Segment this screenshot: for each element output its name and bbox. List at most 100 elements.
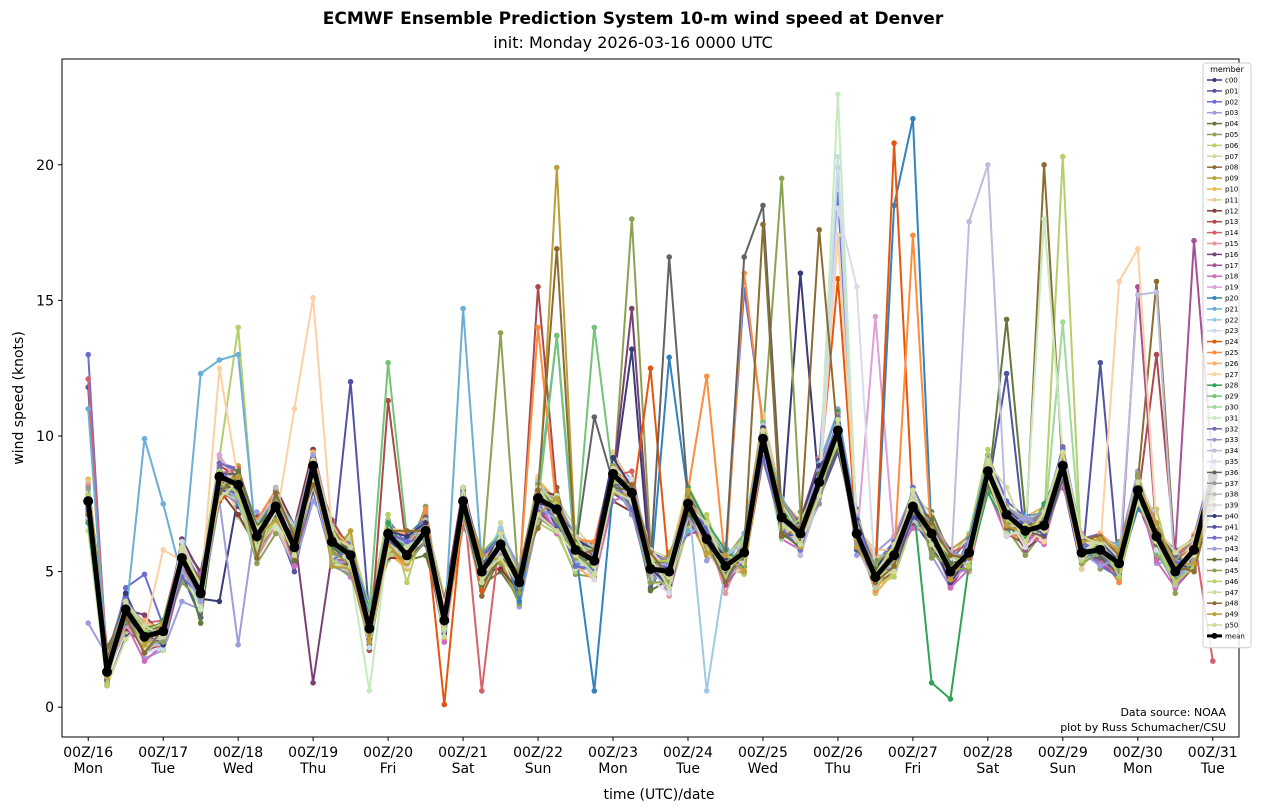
data-point [141,571,148,578]
legend-swatch-marker [1212,612,1217,617]
x-tick-label: 00Z/28 [963,745,1013,761]
data-point [1153,278,1160,285]
data-point [647,587,654,594]
data-point [254,509,260,515]
legend-entry-p32: p32 [1207,425,1238,433]
data-point [797,541,804,548]
data-point [1003,533,1010,540]
legend-label: p10 [1225,186,1238,194]
legend-label: p18 [1225,273,1238,281]
data-point [310,452,316,458]
data-point [235,468,241,475]
legend-entry-p21: p21 [1207,305,1238,313]
x-tick-label: 00Z/30 [1113,745,1163,761]
data-point [832,425,843,436]
data-point [347,528,354,534]
legend-label: p20 [1225,295,1238,303]
data-point [479,688,485,694]
data-point [310,498,316,504]
data-point [291,406,298,412]
x-tick-label: 00Z/27 [888,745,938,761]
axes: 0510152000Z/16Mon00Z/17Tue00Z/18Wed00Z/1… [36,158,1238,777]
legend-entry-p07: p07 [1207,153,1238,161]
data-point [720,561,731,572]
data-point [460,484,466,491]
legend-swatch-marker [1212,623,1217,627]
data-point [535,284,541,290]
data-point [141,658,148,664]
data-point [910,232,916,239]
series-p27 [85,232,1216,675]
data-point [383,528,394,539]
legend-entry-p29: p29 [1207,393,1238,401]
data-point [404,544,410,550]
legend-entry-p25: p25 [1207,349,1238,357]
data-point [947,696,954,702]
data-point [216,460,223,466]
data-point [308,460,319,471]
legend-label: p35 [1225,458,1238,466]
data-point [310,680,316,686]
data-point [666,254,672,260]
x-tick-sublabel: Mon [73,761,103,777]
legend-label: p41 [1225,523,1238,531]
data-point [1191,560,1197,567]
series-line-p34 [87,163,1214,676]
legend-entry-p28: p28 [1207,382,1238,390]
data-point [629,476,635,483]
data-point [1020,525,1031,536]
x-tick-label: 00Z/20 [363,745,413,761]
legend-label: p14 [1225,229,1239,237]
data-point [291,563,298,569]
data-point [1210,658,1216,664]
series-p35 [85,205,1216,683]
x-tick-sublabel: Wed [223,761,254,777]
data-point [758,433,768,444]
data-point [497,520,504,526]
data-point [703,549,710,556]
series-line-p27 [87,234,1214,673]
series-line-p20 [87,117,1214,692]
data-point [572,563,579,569]
legend-label: p08 [1225,164,1238,172]
data-point [872,313,879,320]
legend-entry-p01: p01 [1207,87,1238,95]
data-point [404,528,410,534]
data-point [910,115,916,122]
data-point [216,365,223,372]
legend-entry-p18: p18 [1207,273,1238,281]
legend-label: p30 [1225,404,1238,412]
data-point [401,550,412,561]
legend-entry-p06: p06 [1207,142,1239,150]
legend-label: p13 [1225,218,1238,226]
data-point [760,221,766,228]
y-tick-label: 20 [36,158,54,174]
data-point [928,549,935,556]
legend-label: p42 [1225,534,1238,542]
data-point [645,563,656,574]
series-line-p13 [87,285,1214,671]
data-point [514,577,525,588]
data-point [1060,153,1066,160]
x-tick-sublabel: Tue [1200,761,1225,777]
data-point [535,324,541,331]
data-point [629,482,635,488]
legend-swatch-marker [1212,88,1217,93]
data-point [535,525,541,531]
data-point [722,579,729,586]
data-point [291,552,298,559]
data-point [1135,479,1141,485]
x-tick-label: 00Z/16 [63,745,113,761]
legend-entry-p30: p30 [1207,404,1238,412]
data-point [85,620,91,626]
data-point [797,552,804,559]
x-tick-sublabel: Fri [380,761,397,777]
legend-label: p17 [1225,262,1238,270]
x-tick-label: 00Z/17 [138,745,188,761]
data-point [760,427,766,434]
legend-label: p44 [1225,556,1239,564]
data-point [778,175,785,182]
x-tick-sublabel: Fri [905,761,922,777]
data-point [685,487,691,494]
data-point [441,639,448,645]
